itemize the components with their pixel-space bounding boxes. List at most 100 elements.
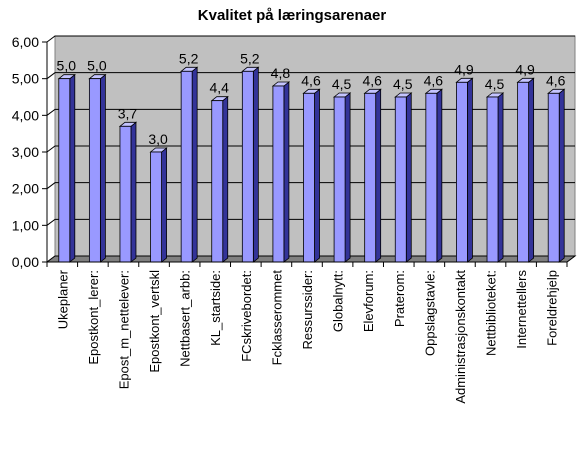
data-label: 4,8 — [271, 65, 291, 81]
data-label: 4,5 — [332, 76, 352, 92]
data-label: 4,9 — [515, 61, 535, 77]
bar-front — [333, 96, 346, 263]
x-tick-label: FCskrivebordet: — [239, 270, 254, 362]
data-label: 4,4 — [210, 80, 230, 96]
data-label: 4,5 — [393, 76, 413, 92]
bar-side — [528, 77, 535, 263]
x-tick-label: Epost_m_nettelever: — [116, 270, 131, 389]
y-tick-label: 6,00 — [12, 34, 39, 50]
bar-side — [161, 147, 167, 263]
bar — [210, 95, 229, 263]
x-tick-label: Administrasjonskontakt — [453, 270, 468, 404]
bar-front — [180, 70, 193, 263]
bar — [394, 92, 413, 263]
bar-side — [436, 88, 443, 263]
data-label: 5,0 — [87, 58, 107, 74]
gridline — [46, 35, 575, 43]
data-labels: 5,0 5,0 3,7 3,0 5,2 4,4 5,2 4,8 4,6 4,5 4,6 4,5 4,6 4… — [57, 50, 566, 147]
data-label: 4,6 — [362, 72, 382, 88]
y-tick-label: 2,00 — [12, 181, 39, 197]
bar — [424, 88, 443, 263]
bar-front — [88, 78, 101, 263]
data-label: 5,2 — [240, 50, 260, 66]
bar-side — [405, 92, 412, 263]
bar-side — [130, 121, 137, 263]
bar-side — [222, 95, 229, 263]
bar — [149, 147, 168, 263]
bar-side — [314, 88, 320, 263]
bar-front — [303, 92, 315, 263]
bar — [547, 88, 566, 263]
bar — [180, 66, 199, 263]
chart-title: Kvalitet på læringsarenaer — [198, 7, 387, 24]
bar-front — [150, 151, 162, 263]
data-label: 4,5 — [485, 76, 505, 92]
bar-side — [283, 81, 290, 263]
bar-front — [211, 100, 224, 263]
x-tick-label: KL_startside: — [208, 270, 223, 346]
x-tick-label: Ressurssider: — [300, 270, 315, 349]
bar — [455, 77, 474, 263]
bar-side — [375, 88, 382, 263]
bar — [332, 92, 352, 263]
bar-front — [517, 81, 530, 263]
bar-front — [547, 92, 560, 263]
bar — [57, 73, 76, 263]
x-tick-label: Foreldrehjelp — [545, 270, 560, 346]
data-label: 4,6 — [424, 72, 444, 88]
bar — [241, 66, 260, 263]
data-label: 5,0 — [57, 58, 77, 74]
bar-front — [425, 92, 438, 263]
bar — [302, 88, 321, 263]
data-label: 4,9 — [454, 61, 474, 77]
bar — [485, 92, 505, 263]
bars — [57, 66, 566, 263]
x-tick-label: Oppslagstavle: — [422, 270, 437, 356]
bar — [516, 77, 535, 263]
x-tick-label: Epostkont_lerer: — [86, 270, 101, 365]
x-tick-label: Nettbasert_arbb: — [178, 270, 193, 367]
bar — [363, 88, 382, 263]
y-tick-label: 3,00 — [12, 144, 39, 160]
y-tick-label: 5,00 — [12, 71, 39, 87]
bar-front — [58, 78, 71, 263]
y-tick-label: 0,00 — [12, 254, 39, 270]
data-label: 3,7 — [118, 105, 138, 121]
bar — [88, 73, 107, 263]
bar-front — [394, 96, 407, 263]
data-label: 3,0 — [148, 131, 168, 147]
data-label: 4,6 — [546, 72, 566, 88]
bar-side — [467, 77, 473, 263]
y-axis: 0,00 1,00 2,00 3,00 4,00 5,00 6,00 — [12, 34, 48, 270]
bar-side — [69, 73, 76, 263]
bar-front — [364, 92, 377, 263]
x-tick-label: Elevforum: — [361, 270, 376, 332]
bar-front — [119, 125, 132, 263]
x-tick-label: Epostkont_vertskl — [147, 270, 162, 373]
gridline — [46, 72, 575, 80]
bar — [118, 121, 138, 263]
x-tick-label: Praterom: — [392, 270, 407, 327]
bar-side — [191, 66, 198, 263]
y-tick-label: 1,00 — [12, 217, 39, 233]
bar-front — [486, 96, 499, 263]
data-label: 5,2 — [179, 50, 199, 66]
y-tick-label: 4,00 — [12, 107, 39, 123]
x-axis: Ukeplaner Epostkont_lerer: Epost_m_nettele… — [46, 261, 568, 404]
x-tick-label: Internettellers — [514, 270, 529, 349]
x-tick-label: Nettbiblioteket: — [484, 270, 499, 356]
x-tick-label: Fcklasserommet — [269, 270, 284, 366]
bar-side — [497, 92, 504, 263]
data-label: 4,6 — [301, 72, 321, 88]
bar-front — [241, 70, 254, 263]
bar-side — [99, 73, 106, 263]
x-tick-label: Ukeplaner — [55, 269, 70, 329]
bar-side — [344, 92, 351, 263]
bar — [271, 81, 291, 263]
bar-front — [456, 81, 468, 263]
bar-side — [252, 66, 259, 263]
bar-front — [272, 85, 285, 263]
bar-side — [558, 88, 565, 263]
